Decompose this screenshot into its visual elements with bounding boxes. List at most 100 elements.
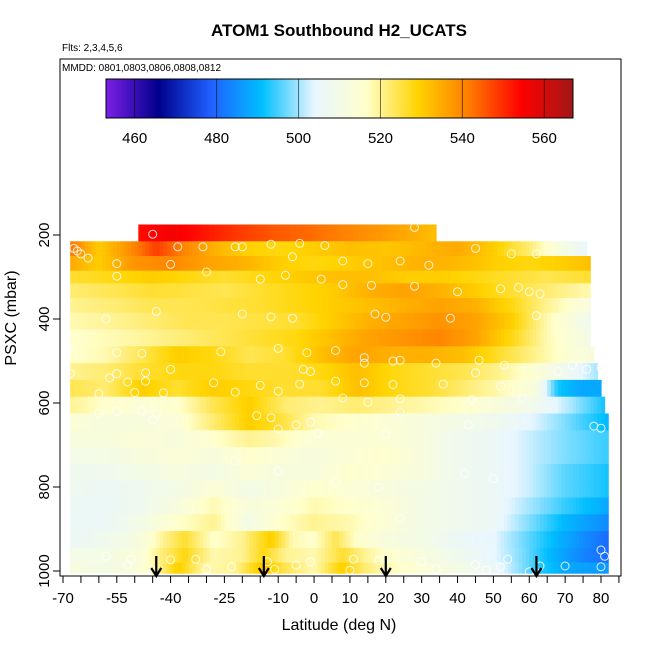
heatmap-cell xyxy=(346,531,351,549)
heatmap-cell xyxy=(177,547,182,564)
heatmap-cell xyxy=(317,224,322,242)
heatmap-cell xyxy=(134,463,139,482)
heatmap-cell xyxy=(109,346,114,364)
heatmap-cell xyxy=(227,562,233,574)
heatmap-cell xyxy=(601,430,606,448)
heatmap-cell xyxy=(421,312,426,331)
colorbar-swatch xyxy=(373,79,375,118)
heatmap-cell xyxy=(493,363,498,381)
colorbar-tick-label: 480 xyxy=(204,130,229,147)
heatmap-cell xyxy=(109,447,114,465)
heatmap-cell xyxy=(507,379,512,398)
heatmap-cell xyxy=(432,430,437,448)
heatmap-cell xyxy=(428,298,434,314)
heatmap-cell xyxy=(245,514,251,532)
heatmap-cell xyxy=(392,447,398,465)
heatmap-cell xyxy=(547,497,552,515)
heatmap-cell xyxy=(149,312,154,331)
heatmap-cell xyxy=(400,241,405,257)
colorbar-swatch xyxy=(159,79,161,118)
heatmap-cell xyxy=(565,379,570,398)
heatmap-cell xyxy=(597,497,602,515)
heatmap-cell xyxy=(540,562,545,574)
heatmap-cell xyxy=(421,363,426,381)
heatmap-cell xyxy=(489,329,494,347)
colorbar-swatch xyxy=(538,79,540,118)
heatmap-cell xyxy=(375,547,380,564)
colorbar-swatch xyxy=(522,79,524,118)
heatmap-cell xyxy=(482,547,487,564)
heatmap-cell xyxy=(217,514,222,532)
heatmap-cell xyxy=(468,413,473,431)
heatmap-cell xyxy=(235,480,240,499)
observation-point xyxy=(320,241,330,250)
heatmap-cell xyxy=(91,447,96,465)
colorbar-swatch xyxy=(371,79,373,118)
heatmap-cell xyxy=(500,463,505,482)
heatmap-cell xyxy=(604,447,609,465)
colorbar-swatch xyxy=(184,79,186,118)
heatmap-cell xyxy=(306,396,312,415)
heatmap-cell xyxy=(184,396,190,415)
colorbar-swatch xyxy=(456,79,458,118)
heatmap-cell xyxy=(514,298,520,314)
colorbar-swatch xyxy=(327,79,329,118)
heatmap-cell xyxy=(181,430,186,448)
heatmap-cell xyxy=(242,447,247,465)
heatmap-cell xyxy=(579,480,584,499)
heatmap-cell xyxy=(227,329,233,347)
heatmap-cell xyxy=(271,562,276,574)
heatmap-cell xyxy=(184,463,190,482)
heatmap-cell xyxy=(385,497,390,515)
heatmap-cell xyxy=(550,256,555,272)
heatmap-cell xyxy=(106,241,111,257)
heatmap-cell xyxy=(479,463,484,482)
heatmap-cell xyxy=(167,298,172,314)
colorbar-swatch xyxy=(400,79,402,118)
heatmap-cell xyxy=(159,346,165,364)
heatmap-cell xyxy=(339,463,344,482)
heatmap-cell xyxy=(579,547,584,564)
heatmap-cell xyxy=(314,463,319,482)
colorbar-swatch xyxy=(480,79,482,118)
heatmap-cell xyxy=(174,363,179,381)
heatmap-cell xyxy=(604,547,609,564)
heatmap-cell xyxy=(195,224,200,242)
heatmap-cell xyxy=(489,396,494,415)
heatmap-cell xyxy=(428,379,434,398)
heatmap-cell xyxy=(500,283,505,299)
heatmap-cell xyxy=(572,379,577,398)
heatmap-cell xyxy=(271,256,276,272)
heatmap-cell xyxy=(407,547,412,564)
colorbar-swatch xyxy=(565,79,567,118)
heatmap-cell xyxy=(375,447,380,465)
heatmap-cell xyxy=(357,562,362,574)
colorbar-swatch xyxy=(227,79,229,118)
heatmap-cell xyxy=(364,379,369,398)
heatmap-cell xyxy=(271,413,276,431)
heatmap-cell xyxy=(152,363,157,381)
heatmap-cell xyxy=(353,329,358,347)
colorbar-swatch xyxy=(157,79,159,118)
heatmap-cell xyxy=(543,430,548,448)
heatmap-cell xyxy=(504,312,509,331)
heatmap-cell xyxy=(364,562,369,574)
colorbar-swatch xyxy=(403,79,405,118)
heatmap-cell xyxy=(414,241,419,257)
colorbar-swatch xyxy=(570,79,572,118)
heatmap-cell xyxy=(181,224,186,242)
heatmap-cell xyxy=(593,497,599,515)
heatmap-cell xyxy=(278,298,283,314)
heatmap-cell xyxy=(84,562,89,574)
heatmap-cell xyxy=(471,497,477,515)
heatmap-cell xyxy=(414,346,419,364)
heatmap-cell xyxy=(292,224,297,242)
heatmap-cell xyxy=(70,241,75,257)
heatmap-cell xyxy=(281,256,286,272)
heatmap-cell xyxy=(170,312,175,331)
heatmap-cell xyxy=(106,396,111,415)
heatmap-cell xyxy=(400,463,405,482)
heatmap-cell xyxy=(292,497,297,515)
heatmap-cell xyxy=(579,497,584,515)
colorbar-swatch xyxy=(247,79,249,118)
